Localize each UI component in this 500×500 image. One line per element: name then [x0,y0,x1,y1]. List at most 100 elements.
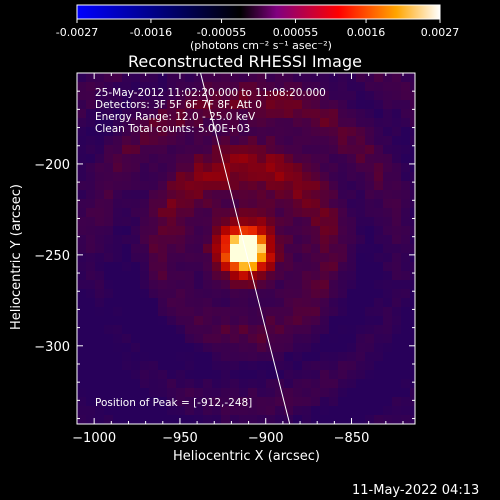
heatmap-cell [95,316,105,326]
heatmap-cell [329,379,339,389]
heatmap-cell [212,307,222,317]
heatmap-cell [158,190,168,200]
heatmap-cell [374,226,384,236]
heatmap-cell [302,91,312,101]
heatmap-cell [230,226,240,236]
heatmap-cell [338,262,348,272]
heatmap-cell [392,100,402,110]
heatmap-cell [266,244,276,254]
heatmap-cell [248,172,258,182]
heatmap-cell [311,316,321,326]
heatmap-cell [311,280,321,290]
heatmap-cell [383,253,393,263]
heatmap-cell [149,145,159,155]
heatmap-cell [230,388,240,398]
heatmap-cell [113,334,123,344]
heatmap-cell [122,145,132,155]
heatmap-cell [320,343,330,353]
heatmap-cell [329,289,339,299]
heatmap-cell [149,271,159,281]
heatmap-cell [185,181,195,191]
heatmap-cell [329,82,339,92]
heatmap-cell [356,235,366,245]
heatmap-cell [248,91,258,101]
heatmap-cell [167,325,177,335]
heatmap-cell [356,244,366,254]
heatmap-cell [266,406,276,416]
heatmap-cell [185,343,195,353]
heatmap-cell [329,163,339,173]
heatmap-cell [401,235,411,245]
heatmap-cell [275,262,285,272]
heatmap-cell [113,370,123,380]
heatmap-cell [284,217,294,227]
heatmap-cell [248,262,258,272]
heatmap-cell [392,226,402,236]
heatmap-cell [95,352,105,362]
heatmap-cell [203,100,213,110]
heatmap-cell [401,289,411,299]
heatmap-cell [95,271,105,281]
heatmap-cell [95,136,105,146]
heatmap-cell [275,298,285,308]
heatmap-cell [77,235,87,245]
heatmap-cell [194,181,204,191]
heatmap-cell [230,379,240,389]
heatmap-cell [392,208,402,218]
heatmap-cell [347,91,357,101]
heatmap-cell [194,343,204,353]
heatmap-cell [383,172,393,182]
heatmap-cell [185,91,195,101]
heatmap-cell [167,343,177,353]
heatmap-cell [239,226,249,236]
heatmap-cell [86,280,96,290]
heatmap-cell [383,325,393,335]
heatmap-cell [140,253,150,263]
heatmap-cell [95,361,105,371]
heatmap-cell [257,298,267,308]
heatmap-cell [365,361,375,371]
heatmap-cell [293,73,303,83]
heatmap-cell [248,379,258,389]
heatmap-cell [104,235,114,245]
colorbar [76,4,441,20]
heatmap-cell [77,307,87,317]
heatmap-cell [257,406,267,416]
heatmap-cell [158,172,168,182]
heatmap-cell [374,154,384,164]
heatmap-cell [365,253,375,263]
y-tick-label: −300 [34,340,70,355]
heatmap-cell [122,352,132,362]
heatmap-cell [167,361,177,371]
heatmap-cell [374,199,384,209]
heatmap-cell [311,370,321,380]
heatmap-cell [140,397,150,407]
heatmap-cell [176,172,186,182]
heatmap-cell [338,307,348,317]
heatmap-cell [230,208,240,218]
heatmap-cell [392,136,402,146]
heatmap-cell [77,172,87,182]
heatmap-cell [347,379,357,389]
heatmap-cell [212,172,222,182]
heatmap-cell [122,154,132,164]
heatmap-cell [401,73,411,83]
heatmap-cell [311,154,321,164]
heatmap-cell [104,163,114,173]
heatmap-cell [203,163,213,173]
heatmap-cell [176,91,186,101]
heatmap-cell [86,145,96,155]
heatmap-cell [176,406,186,416]
heatmap-cell [311,145,321,155]
heatmap-cell [221,415,231,424]
heatmap-cell [311,226,321,236]
heatmap-cell [365,118,375,128]
heatmap-cell [149,325,159,335]
heatmap-cell [194,145,204,155]
heatmap-cell [248,109,258,119]
heatmap-cell [401,343,411,353]
heatmap-cell [104,190,114,200]
plot-title: Reconstructed RHESSI Image [128,52,362,71]
heatmap-cell [356,118,366,128]
heatmap-cell [401,406,411,416]
